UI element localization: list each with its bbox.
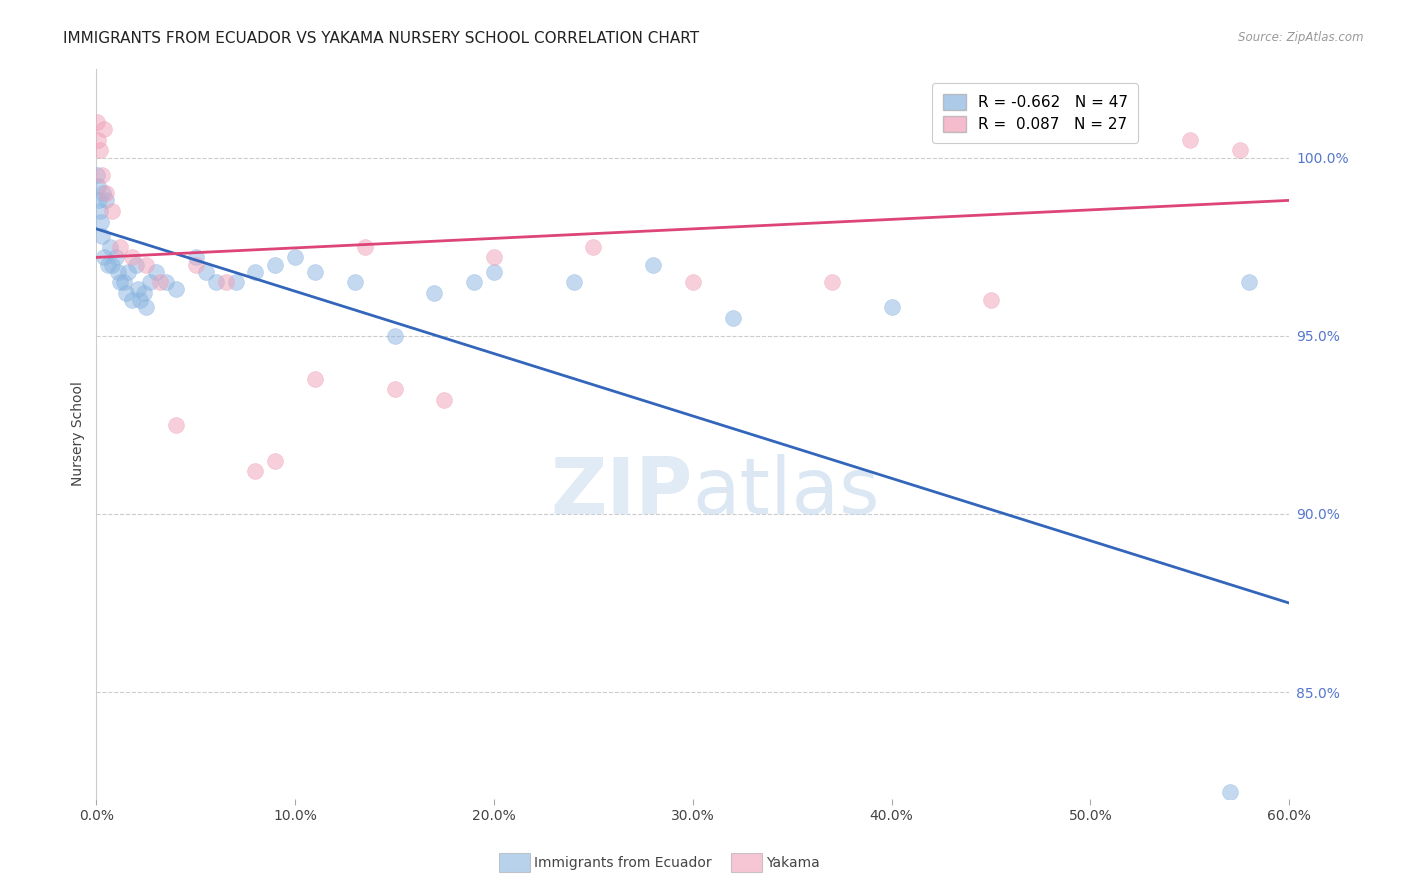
Text: atlas: atlas xyxy=(693,454,880,530)
Point xyxy=(121,251,143,265)
Point xyxy=(1239,276,1261,290)
Text: IMMIGRANTS FROM ECUADOR VS YAKAMA NURSERY SCHOOL CORRELATION CHART: IMMIGRANTS FROM ECUADOR VS YAKAMA NURSER… xyxy=(63,31,699,46)
Point xyxy=(482,251,505,265)
Point xyxy=(225,276,247,290)
Point xyxy=(184,251,207,265)
Point xyxy=(107,265,129,279)
Point xyxy=(87,179,110,194)
Point xyxy=(423,286,446,301)
Point xyxy=(97,258,120,272)
Point xyxy=(1229,144,1251,158)
Point xyxy=(1219,785,1241,799)
Point xyxy=(284,251,307,265)
Point xyxy=(91,169,114,183)
Text: Yakama: Yakama xyxy=(766,855,820,870)
Point xyxy=(353,240,375,254)
Point xyxy=(264,258,287,272)
Point xyxy=(86,169,108,183)
Point xyxy=(108,276,131,290)
Point xyxy=(304,265,326,279)
Point xyxy=(463,276,485,290)
Point xyxy=(91,186,114,201)
Point xyxy=(96,186,118,201)
Point xyxy=(343,276,366,290)
Text: Immigrants from Ecuador: Immigrants from Ecuador xyxy=(534,855,711,870)
Point xyxy=(165,417,187,432)
Point xyxy=(641,258,664,272)
Point xyxy=(165,283,187,297)
Point xyxy=(304,371,326,385)
Point xyxy=(98,240,121,254)
Point xyxy=(129,293,152,307)
Y-axis label: Nursery School: Nursery School xyxy=(72,382,86,486)
Point xyxy=(135,258,157,272)
Text: Source: ZipAtlas.com: Source: ZipAtlas.com xyxy=(1239,31,1364,45)
Point xyxy=(93,122,115,136)
Point xyxy=(384,328,406,343)
Point xyxy=(87,133,110,147)
Point xyxy=(721,310,744,325)
Point xyxy=(384,382,406,396)
Point xyxy=(105,251,128,265)
Point xyxy=(91,229,114,244)
Point xyxy=(108,240,131,254)
Point xyxy=(89,194,111,208)
Point xyxy=(582,240,605,254)
Point xyxy=(682,276,704,290)
Point xyxy=(184,258,207,272)
Point xyxy=(980,293,1002,307)
Point xyxy=(112,276,135,290)
Point xyxy=(125,258,148,272)
Point xyxy=(121,293,143,307)
Point xyxy=(821,276,844,290)
Point xyxy=(115,286,138,301)
Point xyxy=(245,464,267,478)
Point xyxy=(204,276,226,290)
Point xyxy=(139,276,162,290)
Point xyxy=(145,265,167,279)
Point xyxy=(86,115,108,129)
Point xyxy=(214,276,236,290)
Point xyxy=(93,251,115,265)
Point xyxy=(96,194,118,208)
Point xyxy=(155,276,177,290)
Point xyxy=(90,215,112,229)
Point xyxy=(433,392,456,407)
Point xyxy=(482,265,505,279)
Point xyxy=(149,276,172,290)
Point xyxy=(89,144,111,158)
Point xyxy=(101,204,124,219)
Point xyxy=(1178,133,1201,147)
Legend: R = -0.662   N = 47, R =  0.087   N = 27: R = -0.662 N = 47, R = 0.087 N = 27 xyxy=(932,84,1139,143)
Point xyxy=(194,265,217,279)
Point xyxy=(127,283,149,297)
Point xyxy=(135,300,157,314)
Point xyxy=(89,204,111,219)
Point xyxy=(245,265,267,279)
Point xyxy=(117,265,139,279)
Point xyxy=(101,258,124,272)
Text: ZIP: ZIP xyxy=(551,454,693,530)
Point xyxy=(562,276,585,290)
Point xyxy=(264,453,287,467)
Point xyxy=(880,300,903,314)
Point xyxy=(132,286,155,301)
